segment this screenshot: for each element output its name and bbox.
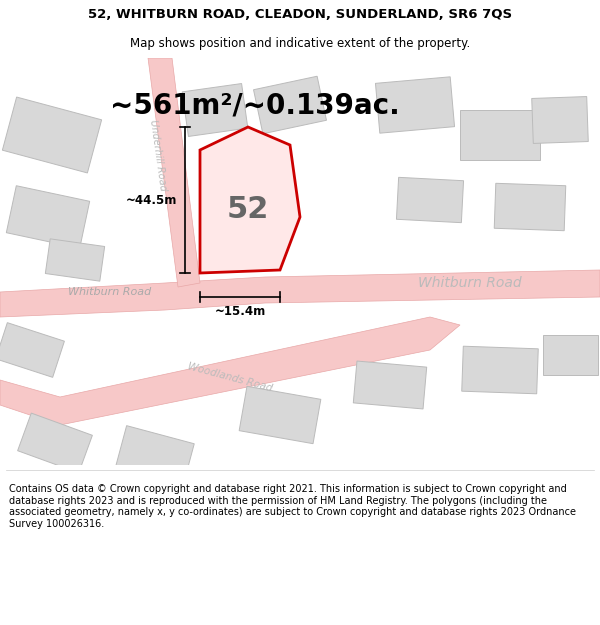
Text: 52, WHITBURN ROAD, CLEADON, SUNDERLAND, SR6 7QS: 52, WHITBURN ROAD, CLEADON, SUNDERLAND, … (88, 8, 512, 21)
Polygon shape (397, 177, 464, 222)
Polygon shape (542, 335, 598, 375)
Polygon shape (0, 270, 600, 317)
Polygon shape (7, 186, 89, 248)
Polygon shape (182, 84, 248, 136)
Polygon shape (46, 239, 104, 281)
Text: Map shows position and indicative extent of the property.: Map shows position and indicative extent… (130, 37, 470, 50)
Text: ~44.5m: ~44.5m (125, 194, 177, 206)
Text: Whitburn Road: Whitburn Road (68, 287, 152, 297)
Text: Contains OS data © Crown copyright and database right 2021. This information is : Contains OS data © Crown copyright and d… (9, 484, 576, 529)
Polygon shape (0, 317, 460, 425)
Polygon shape (201, 148, 259, 192)
Text: Underhill Road: Underhill Road (148, 119, 168, 191)
Polygon shape (116, 426, 194, 484)
Text: ~561m²/~0.139ac.: ~561m²/~0.139ac. (110, 91, 400, 119)
Text: 52: 52 (227, 196, 269, 224)
Polygon shape (462, 346, 538, 394)
Polygon shape (2, 97, 101, 173)
Text: ~15.4m: ~15.4m (214, 305, 266, 318)
Polygon shape (376, 77, 455, 133)
Polygon shape (17, 413, 92, 473)
Polygon shape (494, 183, 566, 231)
Polygon shape (0, 322, 64, 378)
Polygon shape (239, 386, 321, 444)
Polygon shape (148, 58, 200, 287)
Text: Whitburn Road: Whitburn Road (418, 276, 522, 290)
Polygon shape (532, 96, 588, 144)
Text: Woodlands Road: Woodlands Road (187, 361, 274, 393)
Polygon shape (200, 127, 300, 273)
Polygon shape (353, 361, 427, 409)
Polygon shape (254, 76, 326, 134)
Polygon shape (460, 110, 540, 160)
